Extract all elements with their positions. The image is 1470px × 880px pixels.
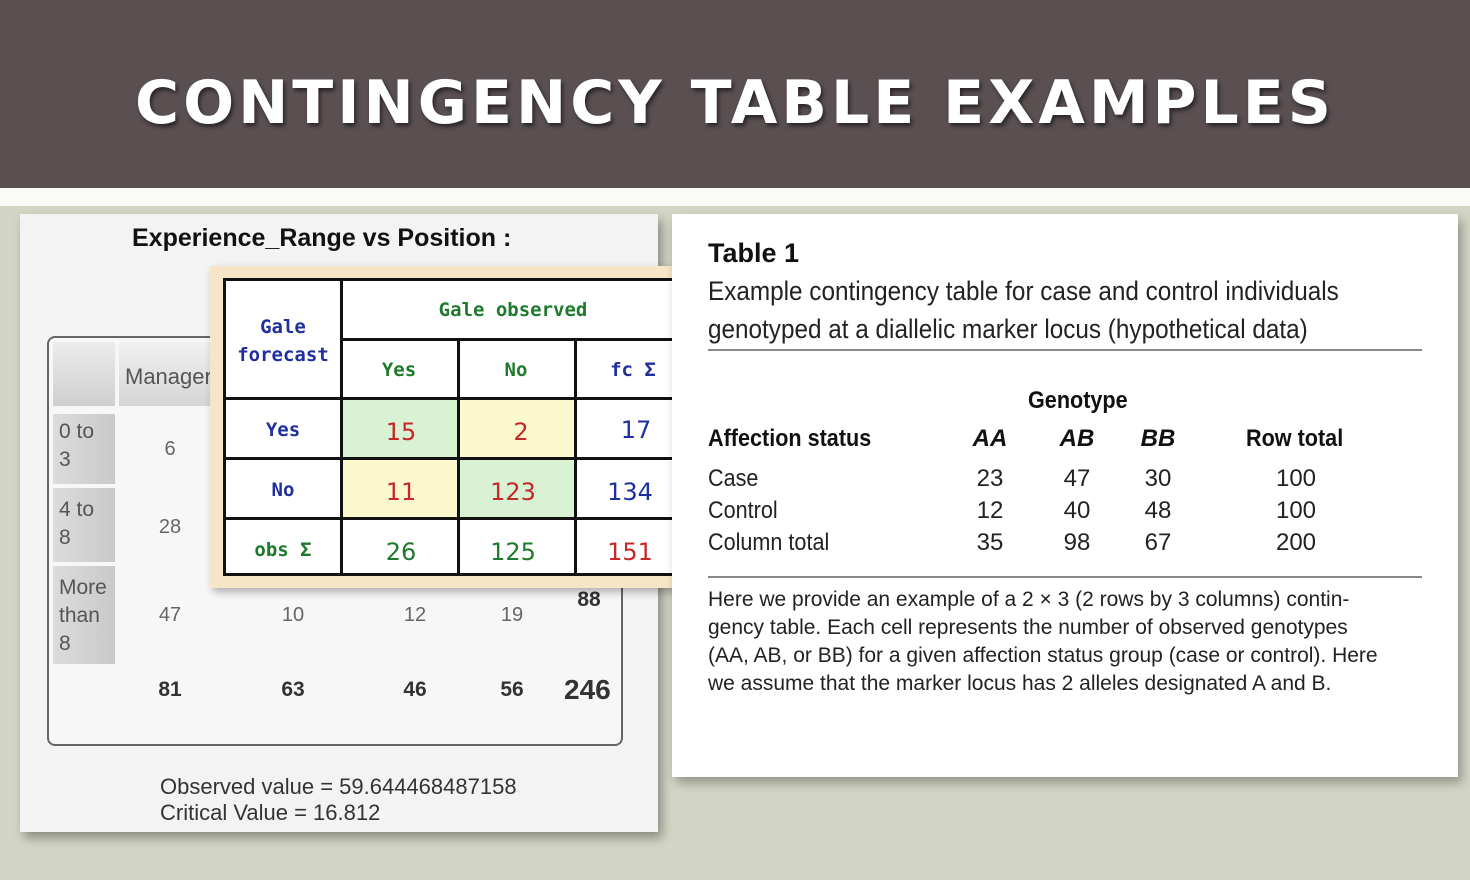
table-cell: 67 [1144,529,1172,556]
grid-line [340,281,343,573]
row-header-no: No [271,479,295,501]
row-label-control: Control [708,497,778,524]
gale-cell: 123 [490,478,536,506]
table-cell: 40 [1063,497,1091,524]
genotype-aa-header: AA [972,425,1008,452]
table-description: we assume that the marker locus has 2 al… [708,672,1332,695]
table-label: Table 1 [708,238,800,268]
cell-bg-yellow [343,460,460,520]
table-cell: 19 [500,604,524,626]
row-header-obs-sum: obs Σ [254,539,312,561]
grid-line [226,517,686,520]
table-caption: Example contingency table for case and c… [708,276,1339,306]
gale-cell: 17 [620,416,652,444]
table-cell: 12 [403,604,427,626]
gale-observed-header: Gale observed [438,299,588,321]
table-cell: 47 [1063,465,1091,492]
column-total: 63 [281,678,305,701]
col-header-fc-sum: fc Σ [610,359,656,381]
slide-title: CONTINGENCY TABLE EXAMPLES [135,68,1335,138]
gale-cell: 125 [490,538,536,566]
row-label-case: Case [708,465,759,492]
gale-cell: 11 [385,478,417,506]
table-cell: 100 [1275,497,1317,524]
table-bottom-rule [708,576,1422,578]
genotype-bb-header: BB [1140,425,1176,452]
affection-status-header: Affection status [708,425,872,452]
col-header-yes: Yes [381,359,417,381]
grid-line [226,457,686,460]
table-cell: 200 [1275,529,1317,556]
genotype-table-panel: Table 1 Example contingency table for ca… [672,214,1458,777]
gale-cell: 15 [385,418,417,446]
column-total: 81 [158,678,182,701]
table-cell: 10 [281,604,305,626]
table-cell: 47 [158,604,182,626]
row-total: 88 [577,588,601,611]
grid-line [574,339,577,573]
table-cell: 12 [976,497,1004,524]
header-divider [0,188,1470,206]
grid-line [457,339,460,573]
table-cell: 48 [1144,497,1172,524]
gale-forecast-table: Gale forecast Gale observed Yes No fc Σ … [223,278,689,576]
cell-bg-green [460,460,577,520]
table-cell: 98 [1063,529,1091,556]
table-corner-cell [53,342,115,406]
grid-line [226,397,686,400]
row-total-header: Row total [1246,425,1344,452]
cell-bg-yellow [460,400,577,460]
table-cell: 30 [1144,465,1172,492]
slide-header: CONTINGENCY TABLE EXAMPLES [0,0,1470,188]
row-header-4-to-8: 4 to 8 [53,488,115,562]
table-description: gency table. Each cell represents the nu… [708,616,1348,639]
column-total: 56 [500,678,524,701]
critical-value: Critical Value = 16.812 [160,800,381,825]
table-cell: 100 [1275,465,1317,492]
cell-bg-green [343,400,460,460]
gale-cell: 26 [385,538,417,566]
experience-range-title: Experience_Range vs Position : [132,224,512,252]
row-header-0-to-3: 0 to 3 [53,414,115,484]
observed-value: Observed value = 59.644468487158 [160,774,517,799]
row-header-more-than-8: More than 8 [53,566,115,664]
genotype-header: Genotype [1028,387,1128,414]
table-cell: 35 [976,529,1004,556]
gale-cell: 151 [607,538,653,566]
row-label-column-total: Column total [708,529,830,556]
gale-forecast-label: Gale [260,316,306,338]
gale-forecast-label: forecast [237,344,329,366]
table-caption: genotyped at a diallelic marker locus (h… [708,314,1308,344]
gale-cell: 134 [607,478,653,506]
row-header-yes: Yes [265,419,301,441]
grid-line [340,338,686,341]
gale-cell: 2 [513,418,529,446]
table-description: (AA, AB, or BB) for a given affection st… [708,644,1378,667]
genotype-ab-header: AB [1059,425,1095,452]
table-description: Here we provide an example of a 2 × 3 (2… [708,588,1350,611]
caption-rule [708,349,1422,351]
table-cell: 28 [158,516,182,538]
gale-forecast-table-card: Gale forecast Gale observed Yes No fc Σ … [210,266,700,588]
grand-total: 246 [564,674,611,705]
column-total: 46 [403,678,427,701]
table-cell: 23 [976,465,1004,492]
table-cell: 6 [164,438,176,460]
col-header-no: No [504,359,528,381]
